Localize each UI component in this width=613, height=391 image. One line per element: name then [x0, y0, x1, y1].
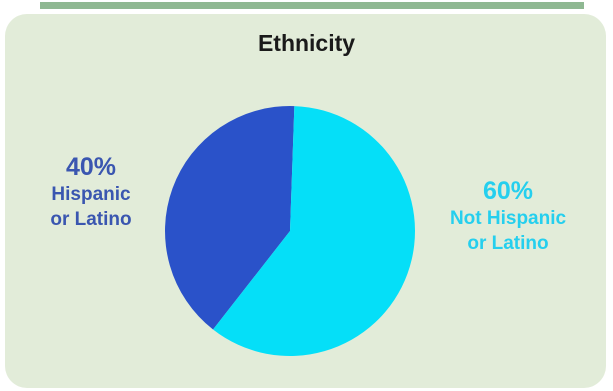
slice-percent-hispanic-or-latino: 40%	[32, 152, 150, 182]
slice-name-line1-hispanic-or-latino: Hispanic	[32, 182, 150, 207]
slice-percent-not-hispanic-or-latino: 60%	[428, 176, 588, 206]
slice-label-not-hispanic-or-latino: 60% Not Hispanic or Latino	[428, 176, 588, 256]
slice-label-hispanic-or-latino: 40% Hispanic or Latino	[32, 152, 150, 232]
slice-name-line1-not-hispanic-or-latino: Not Hispanic	[428, 206, 588, 231]
slice-name-line2-not-hispanic-or-latino: or Latino	[428, 231, 588, 256]
slice-name-line2-hispanic-or-latino: or Latino	[32, 207, 150, 232]
